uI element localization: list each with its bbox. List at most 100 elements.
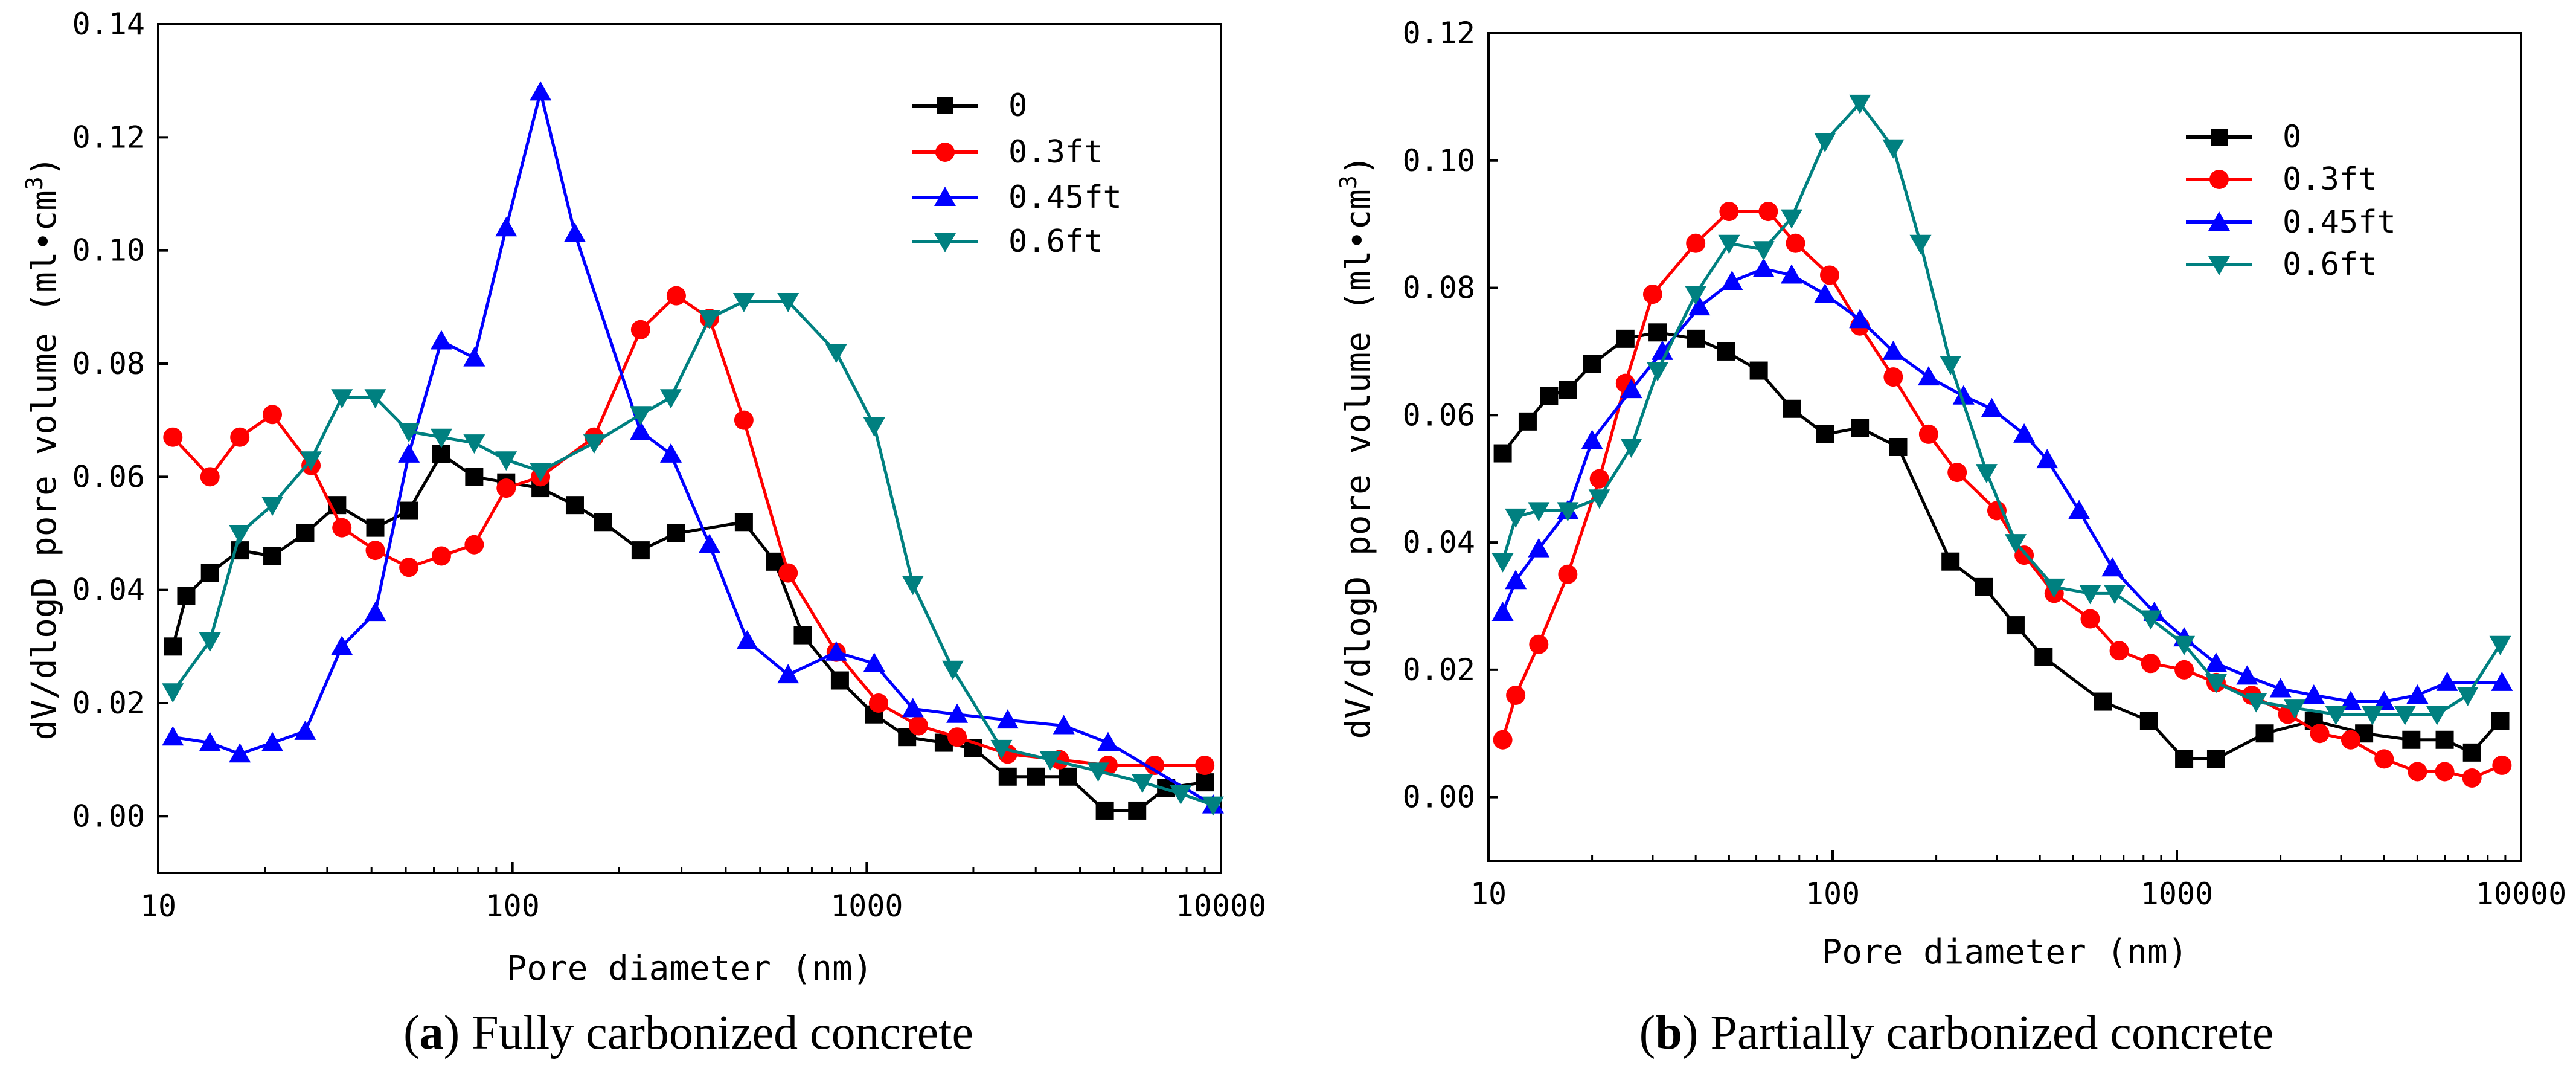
- data-point-0: [631, 541, 650, 560]
- y-tick-label: 0.10: [1403, 143, 1475, 178]
- legend-label-0-3ft: 0.3ft: [2283, 161, 2377, 198]
- data-point-0-6ft: [162, 683, 184, 703]
- data-point-0: [1059, 767, 1077, 786]
- data-point-0-45ft: [1528, 538, 1550, 558]
- data-point-0-6ft: [1975, 464, 1998, 484]
- x-tick-label: 100: [1805, 876, 1860, 911]
- data-point-0-45ft: [530, 81, 552, 101]
- data-point-0: [565, 496, 584, 515]
- data-point-0-6ft: [1909, 234, 1932, 254]
- y-tick-label: 0.02: [72, 686, 145, 721]
- data-point-0: [1559, 381, 1577, 399]
- data-point-0: [1648, 323, 1667, 342]
- data-point-0-3ft: [1758, 202, 1778, 222]
- data-point-0-3ft: [1529, 634, 1549, 654]
- data-point-0: [998, 767, 1017, 786]
- data-point-0: [296, 524, 315, 542]
- data-point-0-6ft: [2205, 674, 2227, 693]
- data-point-0-45ft: [364, 602, 386, 622]
- data-point-0-3ft: [1883, 367, 1903, 387]
- data-point-0-6ft: [229, 525, 251, 544]
- data-point-0-45ft: [261, 731, 284, 751]
- data-point-0-6ft: [2245, 693, 2267, 713]
- data-point-0-3ft: [2174, 660, 2194, 680]
- y-tick-label: 0.08: [72, 346, 145, 381]
- data-point-0-6ft: [331, 389, 353, 409]
- data-point-0-45ft: [1721, 271, 1743, 290]
- data-point-0: [2006, 616, 2025, 635]
- data-point-0-6ft: [530, 462, 552, 482]
- data-point-0-6ft: [2394, 706, 2416, 725]
- data-point-0-3ft: [2080, 609, 2100, 629]
- data-point-0: [1851, 419, 1870, 437]
- data-point-0-45ft: [2406, 684, 2429, 704]
- data-point-0-3ft: [1195, 756, 1215, 776]
- data-point-0-6ft: [941, 660, 964, 680]
- series-0-6ft: [162, 292, 1224, 816]
- data-point-0-6ft: [1620, 439, 1642, 458]
- data-point-0-6ft: [1814, 133, 1836, 153]
- y-tick-label: 0.14: [72, 7, 145, 42]
- y-axis-ticks: 0.00 0.02 0.04 0.06 0.08 0.10 0.12 0.14: [72, 7, 168, 834]
- data-point-0: [1518, 412, 1537, 431]
- data-point-0-6ft: [1528, 502, 1550, 522]
- data-point-0-45ft: [563, 222, 586, 242]
- data-point-0-3ft: [464, 535, 484, 555]
- data-point-0-45ft: [629, 420, 652, 440]
- x-tick-label: 1000: [830, 889, 903, 924]
- data-point-0-45ft: [2068, 500, 2091, 519]
- data-point-0-6ft: [863, 417, 885, 437]
- data-point-0: [793, 626, 812, 645]
- data-point-0-3ft: [263, 405, 283, 425]
- legend-label-0-3ft: 0.3ft: [1008, 134, 1103, 170]
- data-point-0-3ft: [332, 518, 352, 538]
- legend-entry-0-3ft: 0.3ft: [2186, 161, 2377, 198]
- chart-panel-b: 0.000.020.040.060.080.100.12 10 100 1000 10…: [1335, 16, 2566, 1059]
- data-point-0-3ft: [778, 563, 798, 583]
- data-point-0-6ft: [2173, 635, 2196, 655]
- data-point-0-6ft: [1718, 234, 1740, 254]
- data-point-0-45ft: [1581, 429, 1603, 449]
- data-point-0-45ft: [2491, 671, 2513, 691]
- data-point-0-45ft: [2013, 423, 2036, 443]
- data-point-0-3ft: [2341, 730, 2360, 750]
- data-point-0-3ft: [2462, 768, 2482, 788]
- data-point-0: [432, 445, 450, 463]
- x-tick-label: 10: [1470, 876, 1507, 911]
- data-point-0-45ft: [1781, 264, 1803, 284]
- legend-label-0-6ft: 0.6ft: [1008, 223, 1103, 260]
- data-point-0-6ft: [699, 310, 721, 330]
- data-point-0-6ft: [1647, 362, 1669, 382]
- data-point-0-3ft: [630, 320, 650, 339]
- y-tick-label: 0.06: [72, 459, 145, 494]
- data-point-0-45ft: [1651, 340, 1673, 360]
- data-point-0-6ft: [2456, 687, 2479, 706]
- legend-entry-0-45ft: 0.45ft: [912, 179, 1122, 216]
- data-point-0: [1540, 387, 1559, 405]
- legend-entry-0: 0: [2186, 119, 2301, 155]
- data-point-0: [1687, 329, 1705, 348]
- data-point-0-45ft: [2101, 557, 2124, 577]
- x-axis-title: Pore diameter (nm): [507, 949, 873, 988]
- x-axis-ticks: 10 100 1000 10000: [140, 862, 1266, 924]
- data-point-0-45ft: [1053, 715, 1075, 735]
- data-point-0: [2094, 692, 2112, 711]
- plot-area-frame: [157, 23, 1222, 874]
- data-point-0-3ft: [431, 546, 451, 566]
- data-point-0: [1749, 361, 1768, 380]
- data-point-0-6ft: [2361, 706, 2383, 725]
- data-point-0-3ft: [2109, 641, 2129, 661]
- legend-label-0-6ft: 0.6ft: [2283, 246, 2377, 283]
- legend-label-0: 0: [1008, 88, 1027, 124]
- data-point-0-6ft: [2043, 578, 2065, 598]
- data-point-0-6ft: [1202, 796, 1224, 816]
- data-point-0-45ft: [996, 709, 1019, 729]
- data-point-0-6ft: [2104, 585, 2126, 605]
- data-point-0-45ft: [699, 533, 721, 553]
- data-point-0-6ft: [777, 292, 799, 312]
- data-point-0-6ft: [825, 344, 847, 364]
- data-point-0-3ft: [1819, 265, 1839, 285]
- data-point-0-45ft: [2339, 690, 2362, 710]
- data-point-0-6ft: [1087, 762, 1109, 782]
- data-point-0-3ft: [1558, 564, 1578, 584]
